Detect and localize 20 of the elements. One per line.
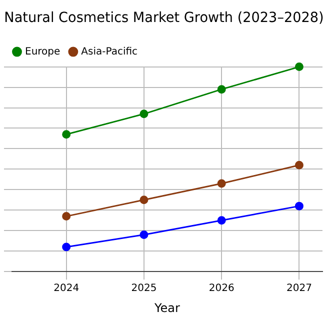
point xyxy=(140,110,148,118)
x-tick-label: 2024 xyxy=(54,283,80,294)
x-tick-label: 2025 xyxy=(131,283,157,294)
chart-title: Natural Cosmetics Market Growth (2023–2028) xyxy=(4,10,324,26)
legend-label: Asia-Pacific xyxy=(81,46,138,58)
point xyxy=(217,179,226,188)
x-tick-label: 2026 xyxy=(208,283,234,294)
point xyxy=(140,196,148,204)
x-tick-label: 2027 xyxy=(286,283,312,294)
point xyxy=(294,160,304,170)
point xyxy=(62,130,71,139)
point xyxy=(140,230,148,239)
legend-label: Europe xyxy=(25,46,60,58)
point xyxy=(217,216,226,225)
point xyxy=(294,202,304,210)
point xyxy=(294,62,304,72)
point xyxy=(217,85,226,94)
point xyxy=(62,212,71,221)
x-axis-title: Year xyxy=(154,300,180,315)
point xyxy=(62,242,71,252)
